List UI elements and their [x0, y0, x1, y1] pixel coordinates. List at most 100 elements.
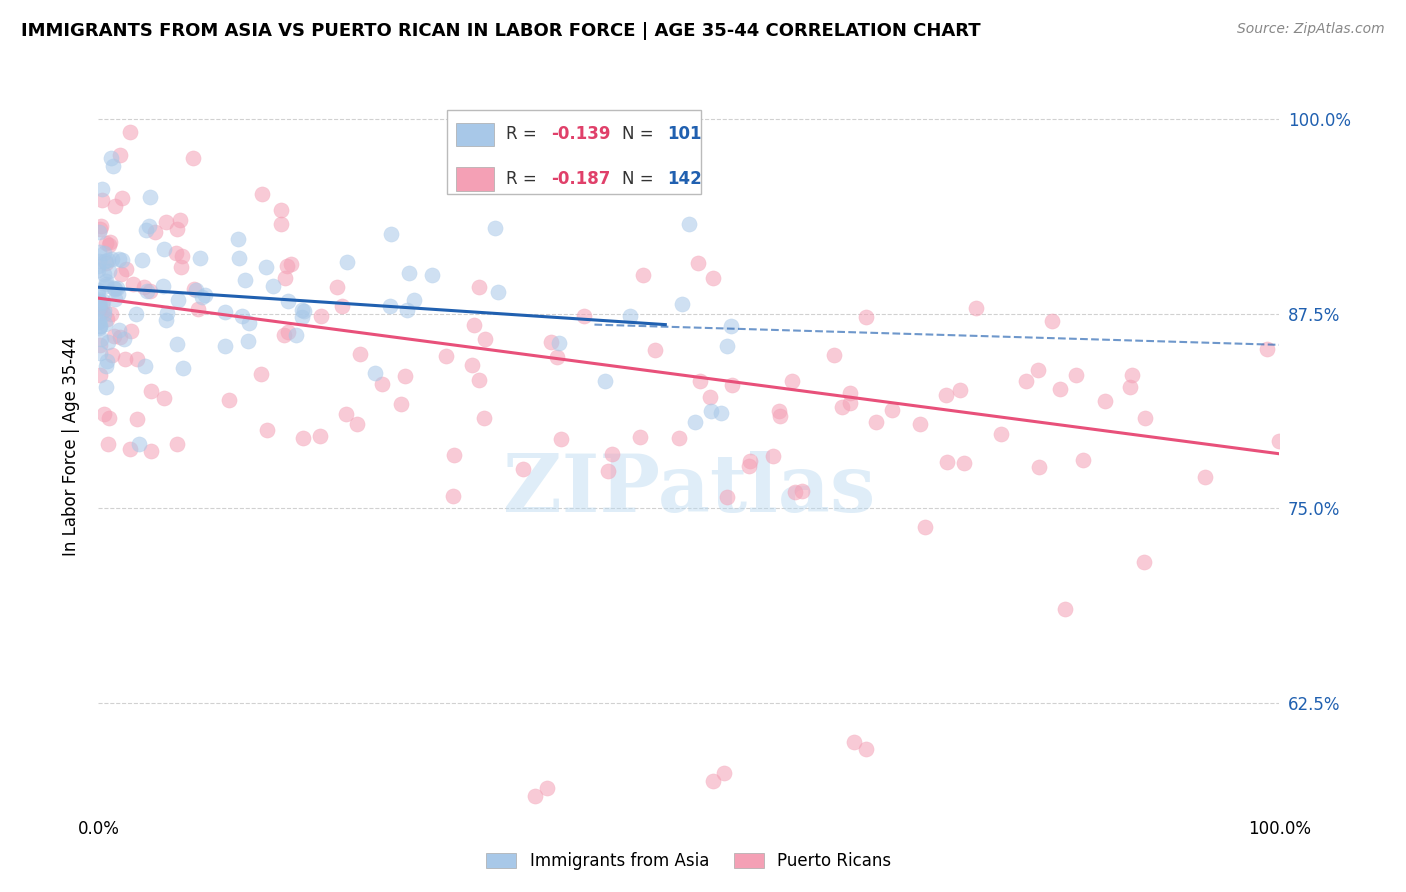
Point: [593, 374, 616, 388]
Point: [256, 423, 278, 437]
Point: [472, 410, 495, 425]
Point: [914, 520, 936, 534]
Point: [104, 198, 127, 212]
Point: [96, 354, 118, 368]
Point: [97, 252, 120, 267]
Point: [141, 384, 163, 398]
Point: [93, 318, 115, 332]
Point: [96, 380, 118, 394]
Point: [166, 245, 188, 260]
Point: [166, 436, 188, 450]
Point: [104, 282, 127, 296]
Point: [181, 151, 204, 165]
FancyBboxPatch shape: [447, 110, 700, 194]
Point: [380, 299, 402, 313]
Point: [105, 280, 128, 294]
Point: [547, 336, 569, 351]
Point: [785, 484, 807, 499]
Point: [398, 266, 420, 280]
Point: [484, 220, 506, 235]
Legend: Immigrants from Asia, Puerto Ricans: Immigrants from Asia, Puerto Ricans: [479, 846, 898, 877]
Point: [167, 293, 190, 307]
Point: [231, 310, 253, 324]
Point: [91, 193, 114, 207]
Point: [97, 436, 120, 450]
Point: [389, 397, 412, 411]
Point: [98, 235, 121, 250]
Point: [90, 305, 112, 319]
Text: -0.139: -0.139: [551, 126, 610, 144]
Point: [107, 287, 129, 301]
Text: ZIPatlas: ZIPatlas: [503, 450, 875, 529]
Point: [89, 321, 111, 335]
Point: [683, 415, 706, 429]
Point: [1071, 452, 1094, 467]
Point: [166, 336, 188, 351]
Point: [89, 368, 111, 382]
Point: [169, 213, 191, 227]
Point: [865, 415, 887, 429]
Point: [135, 223, 157, 237]
Point: [291, 303, 314, 318]
Point: [233, 272, 256, 286]
Text: R =: R =: [506, 126, 541, 144]
Point: [1268, 434, 1291, 449]
Point: [110, 267, 132, 281]
Point: [94, 256, 117, 270]
Point: [572, 309, 595, 323]
Point: [273, 328, 295, 343]
Point: [184, 283, 207, 297]
Point: [121, 277, 143, 291]
Point: [839, 385, 862, 400]
Point: [844, 734, 866, 748]
Point: [276, 259, 298, 273]
Point: [461, 359, 484, 373]
Point: [395, 303, 418, 318]
Point: [936, 455, 959, 469]
Point: [949, 384, 972, 398]
Point: [87, 263, 110, 277]
Point: [990, 427, 1012, 442]
Point: [336, 255, 359, 269]
Point: [1015, 374, 1038, 388]
Point: [309, 429, 332, 443]
Point: [214, 339, 236, 353]
Point: [831, 401, 853, 415]
Point: [172, 360, 194, 375]
Point: [94, 359, 117, 373]
Point: [1028, 363, 1050, 377]
Text: Source: ZipAtlas.com: Source: ZipAtlas.com: [1237, 22, 1385, 37]
Point: [309, 310, 332, 324]
Point: [131, 252, 153, 267]
Point: [839, 396, 862, 410]
Point: [274, 270, 297, 285]
Point: [598, 464, 620, 478]
Point: [700, 403, 723, 417]
Point: [600, 447, 623, 461]
Point: [965, 301, 987, 315]
Point: [330, 299, 353, 313]
Point: [262, 279, 284, 293]
Point: [882, 403, 904, 417]
Point: [702, 773, 724, 788]
Point: [463, 318, 485, 332]
Point: [953, 456, 976, 470]
Text: R =: R =: [506, 170, 541, 188]
Point: [125, 352, 148, 367]
Point: [183, 282, 205, 296]
Point: [87, 292, 110, 306]
Point: [277, 294, 299, 309]
Point: [737, 458, 759, 473]
Point: [94, 274, 117, 288]
Point: [128, 436, 150, 450]
Point: [270, 217, 292, 231]
Point: [87, 254, 110, 268]
Point: [114, 261, 136, 276]
Point: [111, 252, 134, 267]
Point: [191, 290, 214, 304]
Point: [87, 294, 110, 309]
Point: [228, 251, 250, 265]
Point: [89, 222, 111, 236]
Point: [1194, 470, 1216, 484]
Point: [87, 315, 110, 329]
